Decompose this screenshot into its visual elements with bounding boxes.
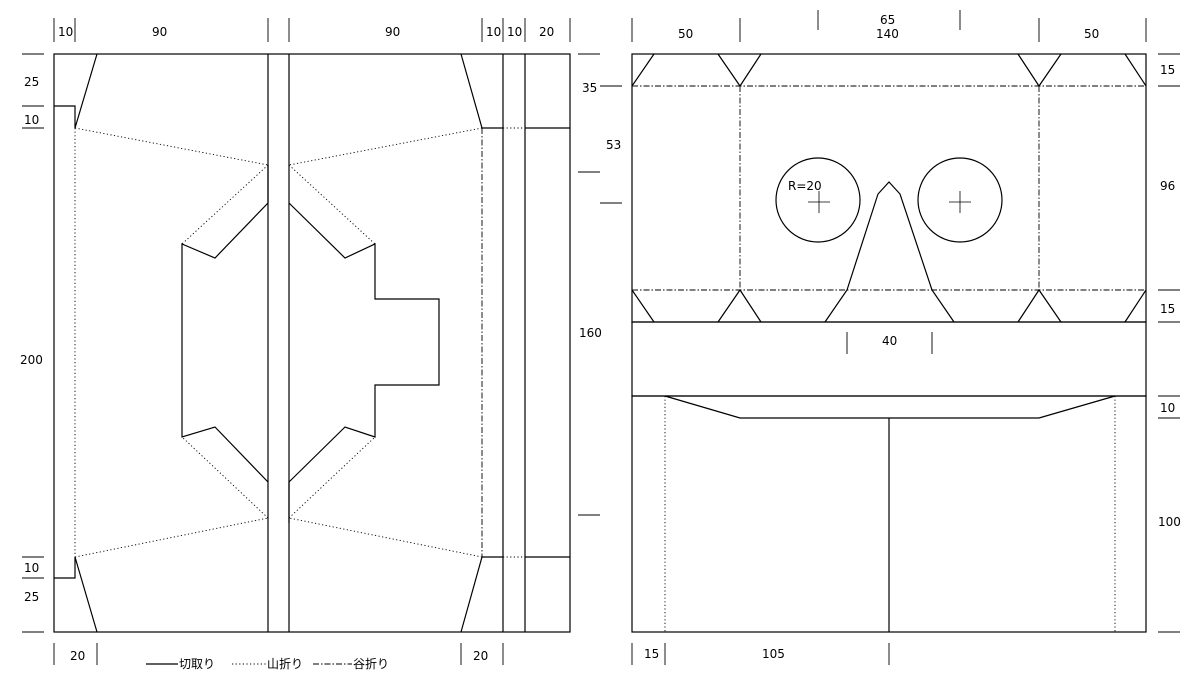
left-panel: [53, 53, 571, 633]
dim-right-side-2: 96: [1160, 179, 1175, 193]
dim-right-side-3: 15: [1160, 302, 1175, 316]
top-notch-left: [631, 53, 655, 87]
legend-valley-label: 谷折り: [353, 656, 389, 671]
dim-center-side-2: 53: [606, 138, 621, 152]
dim-left-top-1: 10: [58, 25, 73, 39]
bottom-flap-cut: [664, 395, 1116, 419]
top-notch-a: [717, 53, 762, 88]
dim-left-side-4: 10: [24, 561, 39, 575]
dim-left-bottom-1: 20: [70, 649, 85, 663]
fold-diag-top-right: [288, 127, 483, 166]
dim-left-top-3: 90: [385, 25, 400, 39]
right-lens-center-mark: [949, 191, 971, 213]
right-dimension-ticks: [631, 10, 1180, 665]
dim-right-side-5: 100: [1158, 515, 1181, 529]
dim-right-side-1: 15: [1160, 63, 1175, 77]
left-dimension-ticks: [22, 18, 622, 665]
dim-left-side-1: 25: [24, 75, 39, 89]
dim-right-side-4: 10: [1160, 401, 1175, 415]
dim-left-top-2: 90: [152, 25, 167, 39]
nose-cutout: [824, 181, 955, 323]
dim-right-bottom-2: 105: [762, 647, 785, 661]
fold-lens-left-top: [181, 164, 269, 245]
fold-diag-bottom-left: [74, 517, 269, 558]
dim-left-top-6: 20: [539, 25, 554, 39]
dim-left-top-4: 10: [486, 25, 501, 39]
bottom-left-tab: [54, 556, 98, 633]
right-lens-hole: [917, 157, 1003, 243]
left-lens-cutout: [181, 202, 269, 483]
dim-left-bottom-2: 20: [473, 649, 488, 663]
top-left-tab: [54, 53, 98, 129]
dim-right-top-1: 50: [678, 27, 693, 41]
bottom-notch-right: [1124, 289, 1147, 323]
bottom-notch-a: [717, 288, 762, 323]
fold-diag-top-left: [74, 127, 269, 166]
dim-left-top-5: 10: [507, 25, 522, 39]
legend-mountain-label: 山折り: [267, 656, 303, 671]
dim-left-side-2: 10: [24, 113, 39, 127]
dim-center-side-1: 35: [582, 81, 597, 95]
nose-width-label: 40: [882, 334, 897, 348]
bottom-right-slant: [460, 556, 503, 633]
right-top-outline: [631, 53, 1147, 323]
dim-left-side-3: 200: [20, 353, 43, 367]
fold-lens-right-bottom: [288, 436, 376, 519]
right-lens-cutout: [288, 202, 440, 483]
dim-center-side-3: 160: [579, 326, 602, 340]
dim-right-top-3: 140: [876, 27, 899, 41]
bottom-notch-left: [631, 289, 655, 323]
dim-right-top-4: 50: [1084, 27, 1099, 41]
dim-right-top-2: 65: [880, 13, 895, 27]
bottom-notch-b: [1017, 288, 1062, 323]
fold-lens-left-bottom: [181, 436, 269, 519]
top-notch-b: [1017, 53, 1062, 88]
top-right-slant: [460, 53, 503, 129]
dim-left-side-5: 25: [24, 590, 39, 604]
fold-lens-right-top: [288, 164, 376, 245]
dim-right-bottom-1: 15: [644, 647, 659, 661]
right-panel: [631, 53, 1147, 633]
lens-radius-label: R=20: [788, 179, 822, 193]
left-lens-center-mark: [808, 191, 830, 213]
legend: 切取り 山折り 谷折り: [146, 656, 389, 671]
legend-cut-label: 切取り: [179, 657, 215, 671]
left-lens-hole: [775, 157, 861, 243]
left-panel-outline: [53, 53, 571, 633]
top-notch-right: [1124, 53, 1147, 87]
fold-diag-bottom-right: [288, 517, 483, 558]
